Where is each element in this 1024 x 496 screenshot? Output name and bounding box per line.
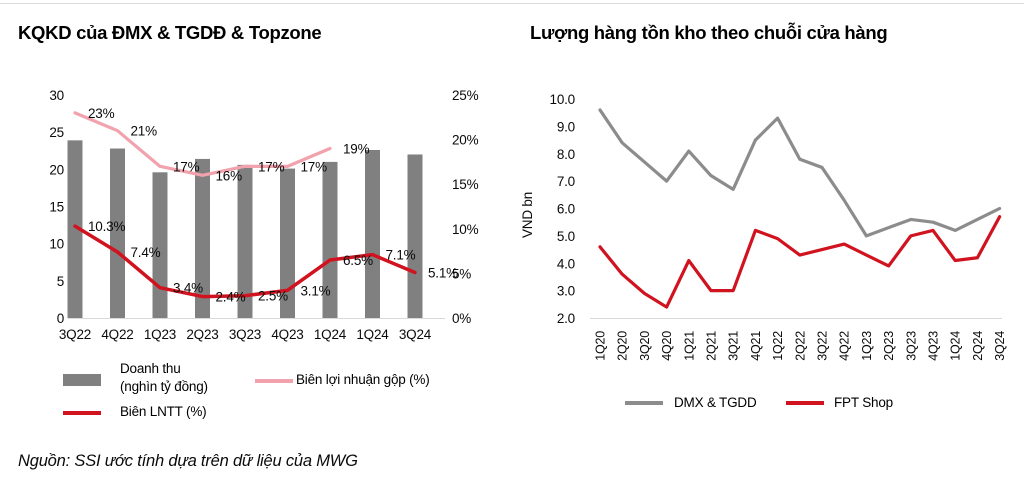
revenue-bar <box>407 154 423 318</box>
gross-margin-line-data-label: 17% <box>301 159 328 174</box>
gross-margin-line-data-label: 21% <box>131 124 158 139</box>
revenue-bar <box>280 168 295 318</box>
pbt-margin-line <box>73 224 417 299</box>
x-category-label: 1Q21 <box>682 331 696 361</box>
pbt-margin-line-data-label: 2.5% <box>258 289 288 304</box>
x-category-label: 4Q22 <box>101 327 133 342</box>
right-y-tick-label: 0% <box>452 311 471 326</box>
x-category-label: 3Q20 <box>638 331 652 361</box>
revenue-bar <box>195 158 210 318</box>
pbt-margin-line-data-label: 3.1% <box>301 283 331 298</box>
x-category-label: 1Q23 <box>860 331 874 361</box>
x-category-label: 2Q24 <box>971 331 985 361</box>
left-y-tick-label: 25 <box>49 125 64 140</box>
y-tick-label: 9.0 <box>557 119 575 134</box>
right-chart: 2.0 3.0 4.0 5.0 6.0 7.0 8.0 9.0 10.0 VND bn 1Q20 2Q… <box>520 92 1007 361</box>
fpt-shop-line <box>598 215 1002 309</box>
y-tick-label: 5.0 <box>557 229 575 244</box>
x-category-label: 1Q20 <box>594 331 608 361</box>
gross-margin-line-data-label: 16% <box>216 168 243 183</box>
left-y-tick-label: 15 <box>49 200 64 215</box>
left-chart-title: KQKD của ĐMX & TGDĐ & Topzone <box>18 22 322 43</box>
left-y-tick-label: 10 <box>49 237 64 252</box>
right-y-tick-label: 10% <box>452 222 479 237</box>
dmx-tgdd-legend-swatch <box>625 401 663 405</box>
y-tick-label: 8.0 <box>557 147 575 162</box>
gross-margin-legend-swatch <box>255 379 293 383</box>
x-category-label: 2Q22 <box>793 331 807 361</box>
x-category-label: 3Q23 <box>229 327 261 342</box>
pbt-margin-line-data-label: 3.4% <box>173 281 203 296</box>
x-category-label: 4Q21 <box>749 331 763 361</box>
x-category-label: 2Q23 <box>186 327 218 342</box>
source-note: Nguồn: SSI ước tính dựa trên dữ liệu của… <box>18 452 358 470</box>
revenue-bar <box>152 172 168 318</box>
x-category-label: 3Q24 <box>399 327 432 342</box>
revenue-bar <box>67 140 83 318</box>
top-divider <box>0 3 1024 4</box>
y-axis-title: VND bn <box>520 192 535 238</box>
dmx-tgdd-legend-label: DMX & TGDD <box>674 395 757 410</box>
right-chart-title: Lượng hàng tồn kho theo chuỗi cửa hàng <box>530 22 888 43</box>
gross-margin-line-data-label: 19% <box>343 142 370 157</box>
gross-margin-legend-label: Biên lợi nhuận gộp (%) <box>296 372 430 387</box>
x-category-label: 3Q23 <box>904 331 918 361</box>
revenue-legend-swatch <box>63 374 101 386</box>
revenue-legend-label-line1: Doanh thu <box>120 361 181 376</box>
x-category-label: 1Q23 <box>144 327 176 342</box>
pbt-margin-line-data-label: 7.4% <box>131 245 161 260</box>
y-tick-label: 7.0 <box>557 174 575 189</box>
revenue-bar <box>322 161 338 318</box>
y-tick-label: 6.0 <box>557 202 575 217</box>
pbt-margin-line-data-label: 7.1% <box>386 248 416 263</box>
dmx-tgdd-line <box>598 108 1002 238</box>
left-y-tick-label: 5 <box>57 274 64 289</box>
revenue-legend-label-line2: (nghìn tỷ đồng) <box>120 379 208 394</box>
pbt-margin-legend-label: Biên LNTT (%) <box>120 404 207 419</box>
x-category-label: 3Q22 <box>816 331 830 361</box>
right-y-tick-label: 15% <box>452 177 479 192</box>
right-y-tick-label: 5% <box>452 266 471 281</box>
revenue-bar <box>110 148 125 318</box>
right-y-tick-label: 20% <box>452 133 479 148</box>
left-y-tick-label: 0 <box>57 311 64 326</box>
x-category-label: 1Q24 <box>356 327 389 342</box>
right-y-tick-label: 25% <box>452 88 479 103</box>
fpt-shop-legend-swatch <box>786 401 824 405</box>
pbt-margin-line-data-label: 6.5% <box>343 253 373 268</box>
gross-margin-line-data-label: 23% <box>88 106 115 121</box>
x-category-label: 2Q21 <box>705 331 719 361</box>
x-category-label: 1Q24 <box>314 327 347 342</box>
x-category-label: 3Q22 <box>59 327 91 342</box>
pbt-margin-legend-swatch <box>63 411 101 415</box>
y-tick-label: 3.0 <box>557 284 575 299</box>
left-chart: 0 5 10 15 20 25 30 0% 5% 10% 15% 20% 25% 3Q22 4Q22 1Q23… <box>49 88 479 342</box>
x-category-label: 2Q23 <box>882 331 896 361</box>
revenue-bar <box>237 164 253 318</box>
x-category-label: 4Q22 <box>838 331 852 361</box>
y-tick-label: 4.0 <box>557 256 575 271</box>
pbt-margin-line-data-label: 5.1% <box>428 266 458 281</box>
pbt-margin-line-data-label: 10.3% <box>88 219 125 234</box>
x-category-label: 1Q24 <box>949 331 963 361</box>
fpt-shop-legend-label: FPT Shop <box>834 395 893 410</box>
gross-margin-line <box>73 111 332 177</box>
x-category-label: 4Q23 <box>927 331 941 361</box>
left-y-tick-label: 30 <box>49 88 64 103</box>
x-category-label: 4Q23 <box>271 327 303 342</box>
x-category-label: 1Q22 <box>771 331 785 361</box>
x-category-label: 4Q20 <box>660 331 674 361</box>
y-tick-label: 2.0 <box>557 311 575 326</box>
pbt-margin-line-data-label: 2.4% <box>216 290 246 305</box>
gross-margin-line-data-label: 17% <box>173 159 200 174</box>
x-category-label: 2Q20 <box>616 331 630 361</box>
y-tick-label: 10.0 <box>550 92 575 107</box>
left-y-tick-label: 20 <box>49 162 64 177</box>
x-category-label: 3Q24 <box>993 331 1007 361</box>
gross-margin-line-data-label: 17% <box>258 159 285 174</box>
x-category-label: 3Q21 <box>727 331 741 361</box>
revenue-bar <box>365 150 380 318</box>
